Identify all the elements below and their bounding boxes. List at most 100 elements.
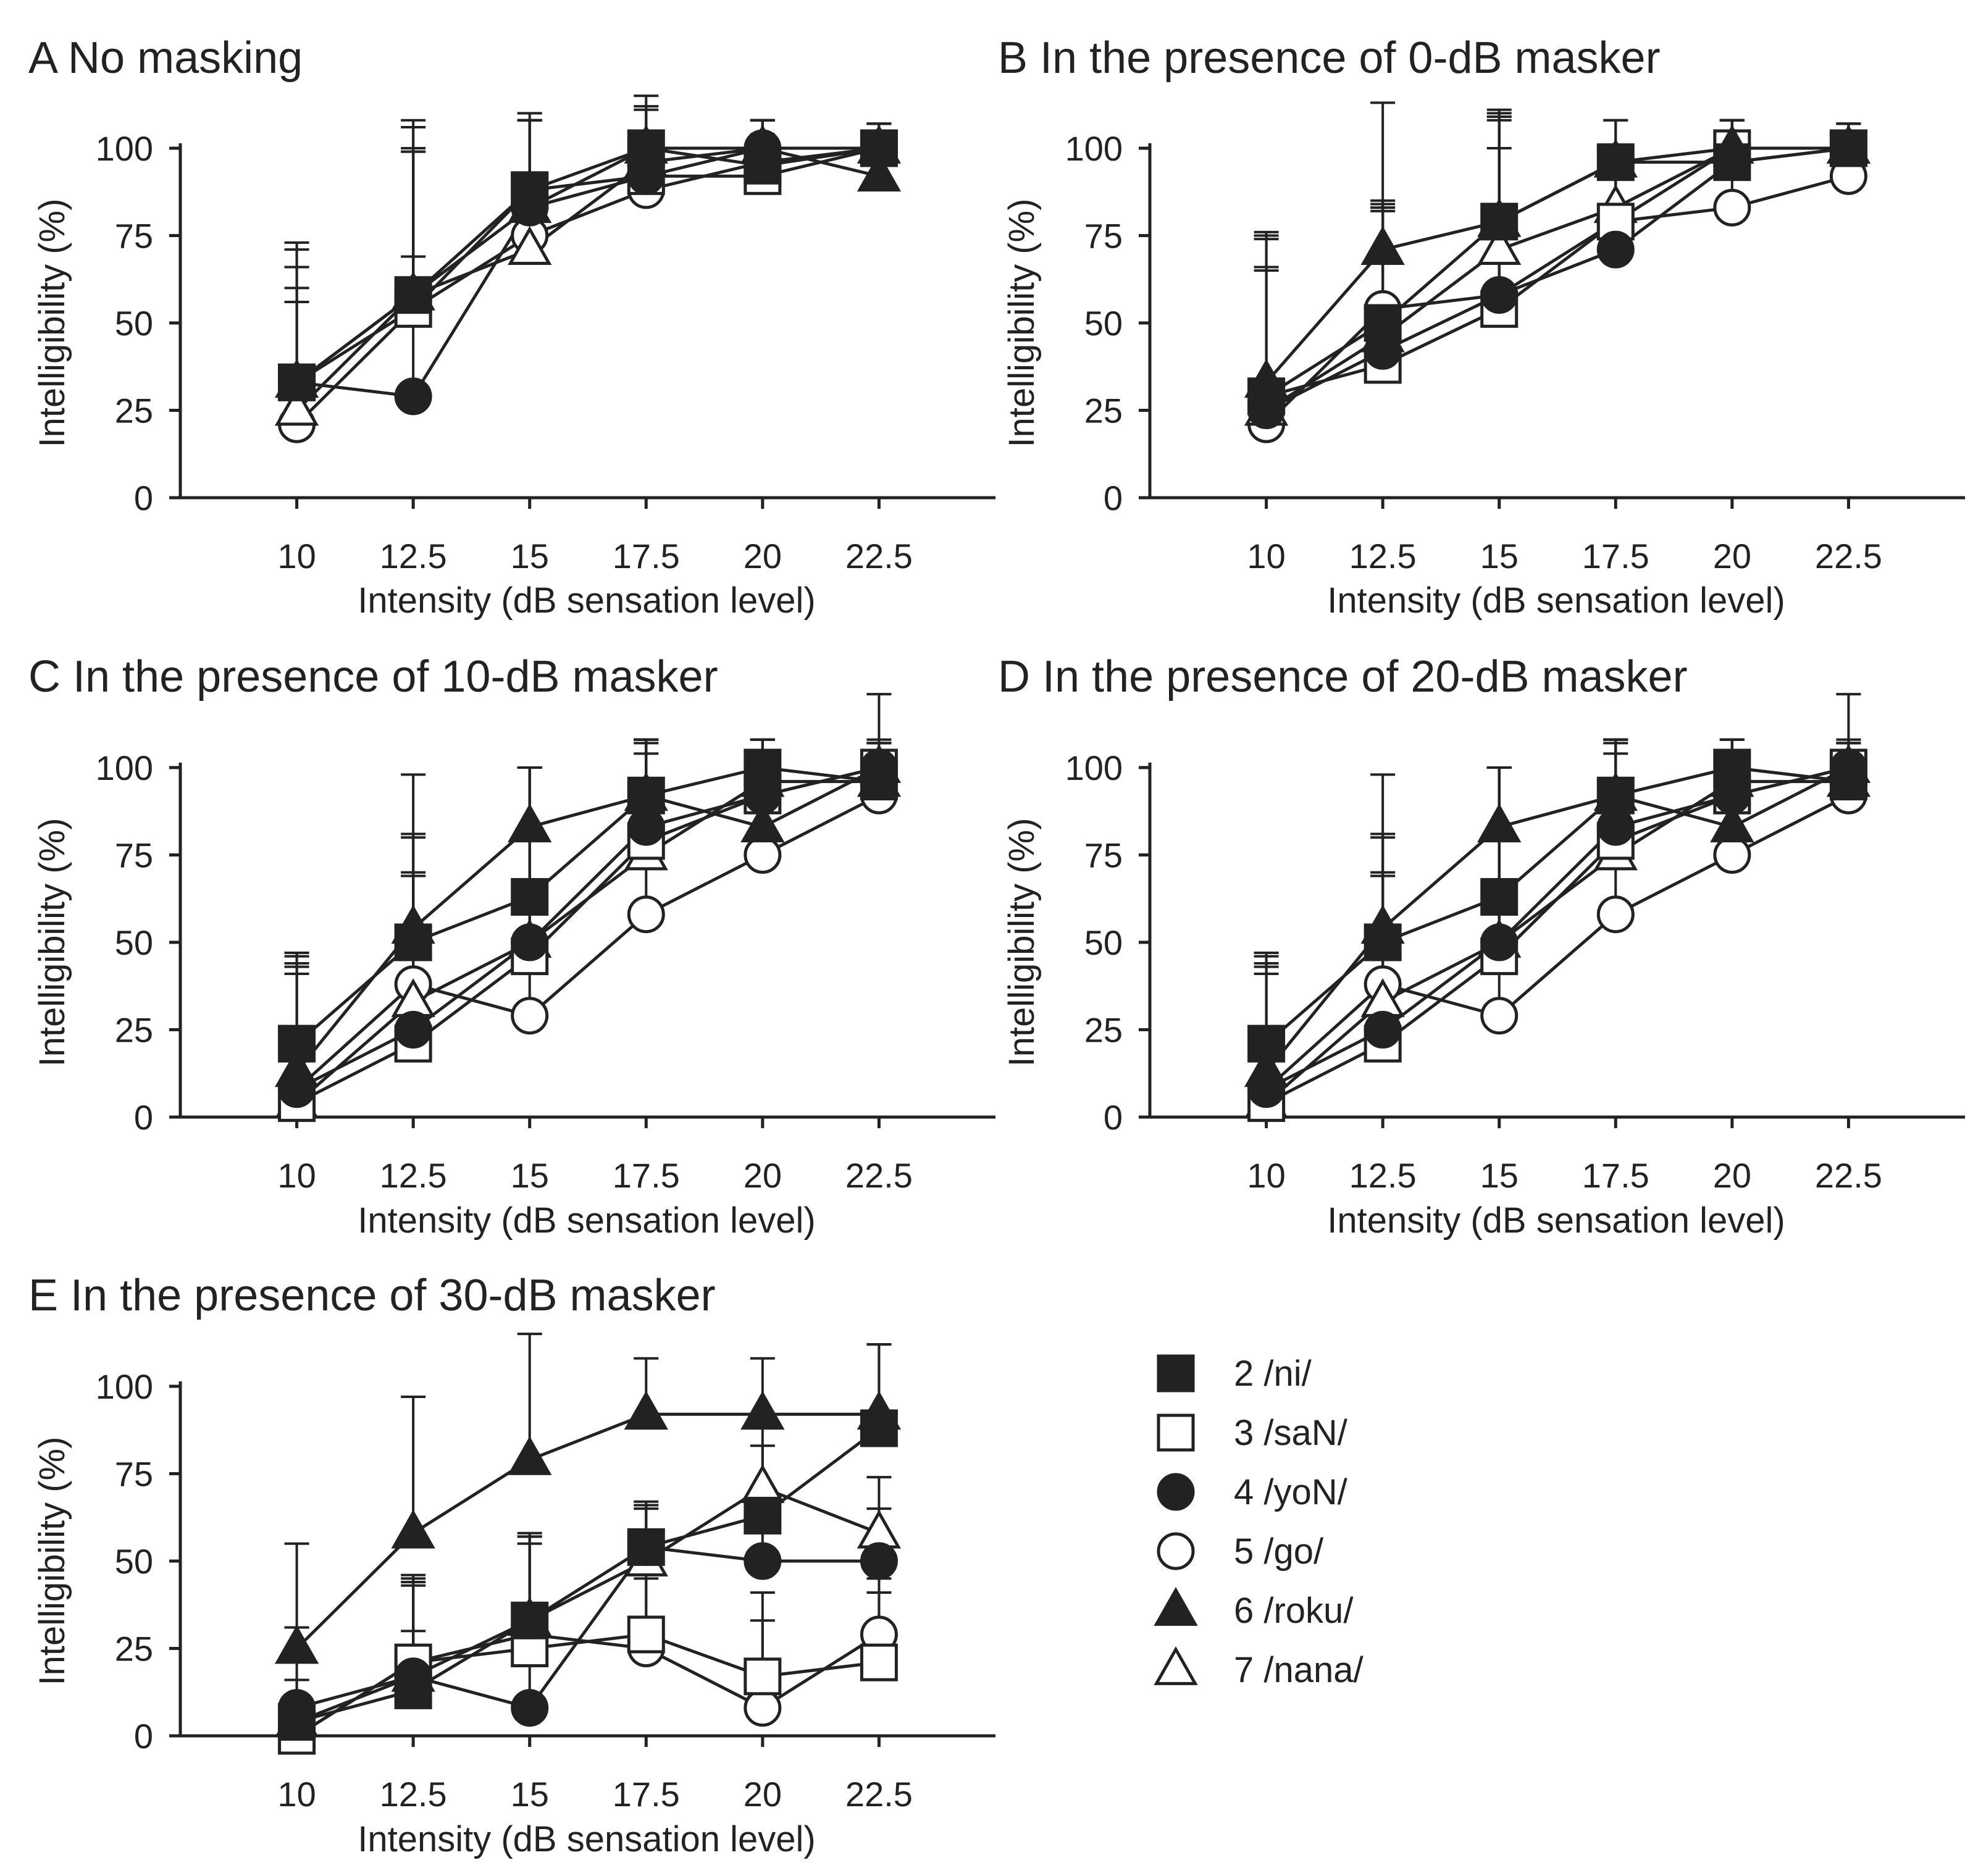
legend-item-go: 5 /go/ bbox=[1157, 1531, 1324, 1572]
panel-e-x-tick-label: 10 bbox=[277, 1775, 316, 1814]
series-line-ni bbox=[295, 766, 879, 1045]
panel-b-y-tick-label: 0 bbox=[1104, 479, 1123, 517]
panel-a: A No masking 0 25 50 75 100 10 12.5 15 17.5 20 22.… bbox=[28, 33, 995, 621]
panel-d-series-lines bbox=[1265, 766, 1850, 1105]
series-line-yoN bbox=[1265, 766, 1850, 1091]
series-line-roku bbox=[295, 766, 880, 1073]
data-point-yoN bbox=[744, 1542, 782, 1580]
panel-d-y-tick-label: 100 bbox=[1065, 748, 1123, 787]
panel-e-x-axis-label: Intensity (dB sensation level) bbox=[358, 1819, 815, 1859]
data-point-ni bbox=[511, 877, 549, 916]
legend-label-nana: 7 /nana/ bbox=[1234, 1650, 1364, 1690]
panel-d-x-tick-label: 22.5 bbox=[1815, 1156, 1882, 1195]
data-point-ni bbox=[744, 146, 782, 185]
data-point-ni bbox=[511, 1601, 549, 1639]
data-point-ni bbox=[1713, 748, 1751, 787]
legend-item-roku: 6 /roku/ bbox=[1154, 1586, 1354, 1631]
panel-a-y-tick-label: 50 bbox=[115, 304, 153, 343]
panel-a-x-tick-label: 15 bbox=[511, 537, 549, 576]
data-point-ni bbox=[394, 1671, 432, 1709]
panel-d-y-tick-label: 75 bbox=[1084, 836, 1123, 875]
panel-b-x-tick-label: 20 bbox=[1713, 537, 1751, 576]
panel-e-y-axis-label: Intelligibility (%) bbox=[32, 1437, 72, 1686]
data-point-ni bbox=[627, 129, 665, 167]
legend: 2 /ni/3 /saN/4 /yoN/5 /go/6 /roku/7 /nan… bbox=[1154, 1354, 1364, 1690]
panel-b-markers bbox=[1244, 124, 1871, 443]
panel-c-series-lines bbox=[295, 766, 880, 1105]
data-point-ni bbox=[394, 276, 432, 314]
data-point-roku bbox=[274, 1625, 319, 1664]
data-point-ni bbox=[1829, 129, 1867, 167]
series-line-nana bbox=[295, 146, 879, 412]
data-point-go bbox=[744, 1689, 782, 1727]
data-point-ni bbox=[1247, 1024, 1286, 1063]
data-point-roku bbox=[508, 803, 552, 843]
panel-a-title: A No masking bbox=[28, 33, 303, 83]
panel-e-series-lines bbox=[295, 1412, 880, 1738]
legend-label-go: 5 /go/ bbox=[1234, 1531, 1324, 1572]
panel-e-y-tick-label: 0 bbox=[134, 1717, 153, 1756]
data-point-ni bbox=[278, 1024, 316, 1063]
panel-c-plot: 0 25 50 75 100 10 12.5 15 17.5 20 22.5 bbox=[96, 693, 995, 1195]
data-point-ni bbox=[744, 1496, 782, 1535]
panel-e-y-tick-label: 25 bbox=[115, 1630, 153, 1669]
panel-b-y-axis-label: Intelligibility (%) bbox=[1002, 199, 1042, 448]
panel-b-x-tick-label: 22.5 bbox=[1815, 537, 1882, 576]
panel-e-x-tick-label: 17.5 bbox=[613, 1775, 680, 1814]
data-point-go bbox=[744, 836, 782, 874]
panel-b-title: B In the presence of 0-dB masker bbox=[998, 33, 1661, 83]
panel-e-y-tick-label: 50 bbox=[115, 1542, 153, 1581]
legend-marker-go bbox=[1157, 1532, 1195, 1570]
panel-b: B In the presence of 0-dB masker 0 25 50 75… bbox=[998, 33, 1965, 621]
data-point-ni bbox=[744, 748, 782, 787]
series-line-go bbox=[296, 1633, 880, 1738]
panel-e-title: E In the presence of 30-dB masker bbox=[28, 1271, 716, 1320]
panel-d-x-axis-label: Intensity (dB sensation level) bbox=[1327, 1200, 1785, 1241]
panel-e-markers bbox=[274, 1391, 902, 1755]
panel-c-markers bbox=[274, 743, 902, 1122]
data-point-ni bbox=[627, 1528, 665, 1566]
panel-d-x-tick-label: 20 bbox=[1713, 1156, 1751, 1195]
data-point-yoN bbox=[1596, 230, 1635, 269]
data-point-ni bbox=[1364, 923, 1402, 961]
series-line-roku bbox=[295, 1412, 879, 1650]
data-point-ni bbox=[860, 129, 898, 167]
panel-c: C In the presence of 10-dB masker 0 25 50 7… bbox=[28, 652, 995, 1241]
panel-b-y-tick-label: 25 bbox=[1084, 392, 1123, 430]
panel-c-y-tick-label: 25 bbox=[115, 1011, 153, 1050]
panel-a-y-axis-label: Intelligibility (%) bbox=[32, 199, 72, 448]
data-point-saN bbox=[860, 1643, 898, 1681]
panel-c-x-tick-label: 17.5 bbox=[613, 1156, 680, 1195]
data-point-ni bbox=[1596, 776, 1635, 814]
panel-d-y-tick-label: 0 bbox=[1104, 1098, 1123, 1137]
data-point-yoN bbox=[511, 923, 549, 961]
data-point-yoN bbox=[860, 1542, 898, 1580]
panel-c-y-tick-label: 50 bbox=[115, 923, 153, 962]
legend-marker-saN bbox=[1157, 1413, 1195, 1452]
data-point-yoN bbox=[1596, 808, 1635, 846]
data-point-roku bbox=[274, 1048, 319, 1087]
data-point-yoN bbox=[394, 377, 432, 416]
data-point-yoN bbox=[511, 1689, 549, 1727]
data-point-yoN bbox=[1364, 1011, 1402, 1049]
data-point-ni bbox=[511, 171, 549, 209]
series-line-go bbox=[1265, 794, 1850, 1091]
data-point-go bbox=[627, 895, 665, 934]
series-line-nana bbox=[296, 1486, 880, 1723]
panel-b-x-tick-label: 15 bbox=[1480, 537, 1519, 576]
panel-c-x-tick-label: 22.5 bbox=[845, 1156, 913, 1195]
series-line-go bbox=[295, 794, 880, 1091]
panel-a-x-axis-label: Intensity (dB sensation level) bbox=[358, 580, 815, 621]
panel-a-x-tick-label: 17.5 bbox=[613, 537, 680, 576]
panel-c-title: C In the presence of 10-dB masker bbox=[28, 652, 718, 701]
data-point-roku bbox=[624, 1391, 668, 1430]
panel-b-plot: 0 25 50 75 100 10 12.5 15 17.5 20 22.5 bbox=[1065, 101, 1965, 576]
panel-b-y-tick-label: 50 bbox=[1084, 304, 1123, 343]
series-line-yoN bbox=[296, 1545, 879, 1710]
data-point-saN bbox=[744, 1657, 782, 1696]
data-point-roku bbox=[1710, 803, 1754, 843]
panel-c-y-axis-label: Intelligibility (%) bbox=[32, 818, 72, 1067]
panel-d-y-tick-label: 50 bbox=[1084, 923, 1123, 962]
panel-a-y-tick-label: 100 bbox=[96, 129, 153, 168]
